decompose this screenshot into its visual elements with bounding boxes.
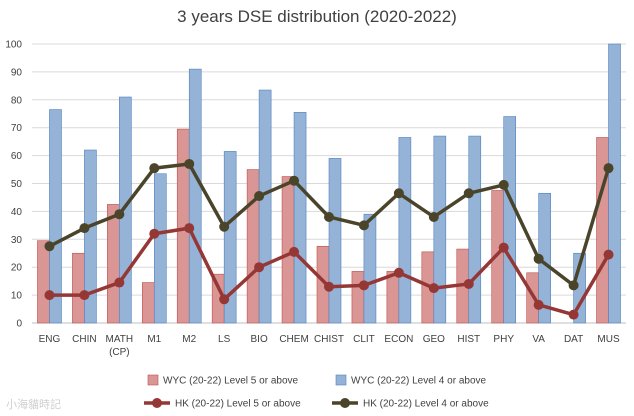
bar-wyc-level4 [433, 135, 447, 324]
point-hk-level4 [393, 188, 404, 199]
x-tick-label: GEO [423, 334, 445, 345]
bar-wyc-level4 [293, 112, 307, 324]
point-hk-level5 [498, 242, 509, 253]
point-hk-level4 [603, 163, 614, 174]
point-hk-level5 [603, 249, 614, 260]
legend-label: WYC (20-22) Level 5 or above [163, 376, 299, 387]
point-hk-level5 [289, 246, 300, 257]
y-tick-label: 90 [11, 67, 23, 78]
point-hk-level4 [44, 241, 55, 252]
x-tick-label: CLIT [353, 334, 375, 345]
bar-wyc-level4 [223, 151, 237, 324]
x-tick-label: PHY [493, 334, 514, 345]
point-hk-level4 [568, 280, 579, 291]
y-tick-label: 30 [11, 235, 23, 246]
legend-marker [152, 398, 162, 408]
y-axis-ticks: 0 10 20 30 40 50 60 70 80 90 100 [5, 40, 22, 330]
point-hk-level4 [289, 175, 300, 186]
point-hk-level5 [114, 277, 125, 288]
point-hk-level5 [324, 281, 334, 292]
bar-wyc-level4 [608, 43, 621, 324]
point-hk-level5 [358, 280, 369, 291]
y-tick-label: 80 [11, 95, 23, 106]
bar-wyc-level4 [328, 158, 342, 324]
point-hk-level4 [358, 220, 369, 231]
point-hk-level5 [463, 278, 474, 289]
y-tick-label: 100 [5, 40, 22, 51]
bar-wyc-level4 [49, 109, 62, 324]
point-hk-level4 [498, 179, 509, 190]
point-hk-level5 [184, 223, 195, 234]
y-tick-label: 20 [11, 263, 23, 274]
legend-marker [340, 398, 350, 408]
x-tick-label: LS [218, 334, 231, 345]
point-hk-level5 [533, 299, 544, 310]
point-hk-level4 [463, 188, 474, 199]
point-hk-level4 [324, 211, 334, 222]
y-tick-label: 50 [11, 179, 23, 190]
x-tick-label: CHEM [279, 334, 308, 345]
bar-wyc-level5 [37, 240, 50, 324]
legend-label: WYC (20-22) Level 4 or above [351, 376, 487, 387]
x-axis-ticks: ENG CHIN MATH (CP) M1 M2 LS BIO CHEM CHIST CLIT ECO… [39, 334, 620, 358]
y-tick-label: 60 [11, 151, 23, 162]
point-hk-level4 [428, 211, 439, 222]
point-hk-level4 [79, 223, 90, 234]
legend-label: HK (20-22) Level 5 or above [175, 399, 301, 410]
point-hk-level4 [254, 191, 265, 202]
bar-wyc-level4 [468, 135, 482, 324]
bar-wyc-level4 [363, 213, 377, 324]
bar-wyc-level4 [258, 89, 272, 324]
x-tick-label: CHIN [72, 334, 96, 345]
bar-wyc-level4 [153, 173, 167, 324]
point-hk-level4 [219, 221, 230, 232]
bar-wyc-level5 [141, 282, 155, 324]
bar-wyc-level4 [503, 116, 517, 324]
y-tick-label: 10 [11, 291, 23, 302]
x-tick-label: M2 [182, 334, 196, 345]
legend: WYC (20-22) Level 5 or above WYC (20-22) … [144, 374, 489, 410]
x-tick-label: DAT [564, 334, 583, 345]
bar-wyc-level4 [398, 137, 412, 324]
point-hk-level5 [254, 262, 265, 273]
y-tick-label: 70 [11, 123, 23, 134]
legend-swatch [335, 374, 347, 386]
bar-wyc-level5 [386, 271, 400, 324]
chart-title: 3 years DSE distribution (2020-2022) [177, 7, 457, 26]
point-hk-level5 [568, 309, 579, 320]
x-tick-label: MATH (CP) [106, 334, 134, 358]
watermark: 小海貓時記 [6, 398, 61, 411]
x-tick-label: ENG [39, 334, 61, 345]
legend-swatch [147, 374, 159, 386]
point-hk-level4 [149, 163, 160, 174]
bar-wyc-level5 [107, 204, 120, 324]
x-tick-label: HIST [457, 334, 480, 345]
x-tick-label: MUS [597, 334, 620, 345]
point-hk-level5 [393, 267, 404, 278]
point-hk-level5 [79, 290, 90, 301]
legend-label: HK (20-22) Level 4 or above [363, 399, 489, 410]
point-hk-level5 [44, 290, 55, 301]
y-tick-label: 40 [11, 207, 23, 218]
x-tick-label: CHIST [314, 334, 344, 345]
point-hk-level5 [149, 228, 160, 239]
y-tick-label: 0 [16, 319, 22, 330]
bar-wyc-level4 [84, 149, 97, 324]
point-hk-level5 [428, 283, 439, 294]
bar-wyc-level5 [351, 271, 365, 324]
bar-wyc-level5 [72, 252, 85, 324]
x-tick-label: BIO [251, 334, 268, 345]
bar-wyc-level4 [188, 68, 202, 324]
x-tick-label: VA [532, 334, 545, 345]
point-hk-level4 [533, 253, 544, 264]
lines [44, 158, 614, 320]
point-hk-level5 [219, 294, 230, 305]
point-hk-level4 [114, 209, 125, 220]
x-tick-label: ECON [384, 334, 413, 345]
x-tick-label: M1 [147, 334, 161, 345]
point-hk-level4 [184, 158, 195, 169]
